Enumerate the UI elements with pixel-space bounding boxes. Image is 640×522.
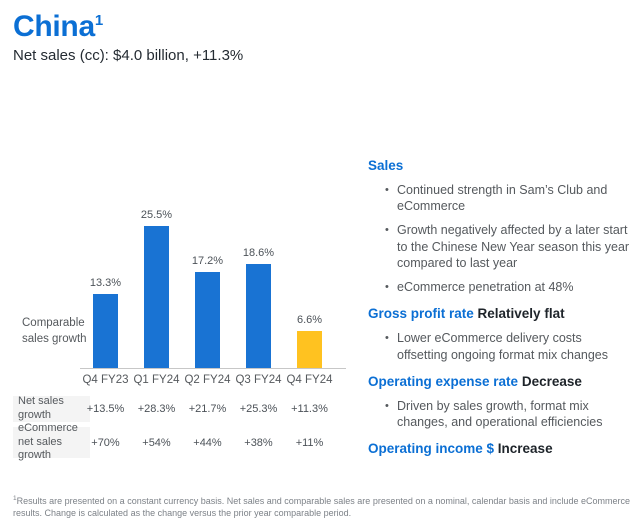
bullet-icon: •: [385, 281, 389, 294]
highlight-bullet-item: • Driven by sales growth, format mix chan…: [368, 398, 634, 431]
table-cell: +38%: [244, 436, 273, 449]
footnote: 1Results are presented on a constant cur…: [13, 495, 631, 519]
highlight-heading: Sales: [368, 158, 634, 175]
table-row-cells: +13.5% +28.3% +21.7% +25.3% +11.3%: [80, 396, 335, 422]
table-cell: +11.3%: [291, 403, 328, 415]
page-title: China1: [13, 10, 243, 44]
bullet-text: Continued strength in Sam’s Club and eCo…: [397, 182, 608, 214]
highlight-heading: Gross profit rate Relatively flat: [368, 306, 634, 323]
highlight-bullet-item: • Lower eCommerce delivery costs offsetti…: [368, 330, 634, 363]
x-axis-tick-label: Q1 FY24: [133, 374, 180, 386]
table-cell: +70%: [91, 436, 120, 449]
chart-column: 6.6%: [284, 176, 335, 368]
table-row-label: eCommerce net sales growth: [13, 422, 90, 461]
table-cell: +11%: [295, 436, 324, 449]
bar-value-label: 6.6%: [296, 314, 323, 326]
bar: [195, 272, 220, 368]
footnote-text: Results are presented on a constant curr…: [13, 496, 630, 518]
bar-value-label: 25.5%: [140, 209, 173, 221]
x-axis-tick-label: Q4 FY23: [82, 374, 129, 386]
table-cell: +28.3%: [137, 403, 176, 415]
highlight-bullet-item: • Continued strength in Sam’s Club and eC…: [368, 182, 634, 215]
bar: [144, 226, 169, 368]
highlight-heading: Operating expense rate Decrease: [368, 374, 634, 391]
bullet-text: Driven by sales growth, format mix chang…: [397, 398, 603, 429]
highlight-heading-text: Sales: [368, 158, 404, 173]
page-title-text: China: [13, 10, 95, 43]
highlight-section: Operating expense rate Decrease • Driven b…: [368, 374, 634, 430]
highlight-heading-suffix: Relatively flat: [473, 306, 565, 322]
highlight-heading-suffix: Increase: [494, 441, 553, 457]
header: China1 Net sales (cc): $4.0 billion, +11…: [13, 10, 243, 64]
highlights-panel: Sales • Continued strength in Sam’s Club a…: [368, 158, 634, 469]
highlight-heading-text: Operating income $: [368, 441, 495, 457]
title-footnote-ref: 1: [94, 12, 103, 29]
highlight-heading-text: Operating expense rate: [368, 373, 519, 389]
table-row-label: Net sales growth: [13, 395, 90, 422]
bar: [297, 331, 322, 368]
table-cell: +13.5%: [86, 403, 125, 415]
x-axis-tick-label: Q3 FY24: [235, 374, 282, 386]
bar: [93, 294, 118, 368]
metrics-table: Net sales growth +13.5% +28.3% +21.7% +25.3%…: [13, 395, 335, 463]
highlight-bullet-item: • Growth negatively affected by a later s…: [368, 222, 634, 271]
bullet-icon: •: [385, 399, 389, 412]
page-subtitle: Net sales (cc): $4.0 billion, +11.3%: [13, 47, 244, 64]
highlight-heading: Operating income $ Increase: [368, 441, 634, 458]
bullet-text: Lower eCommerce delivery costs offsettin…: [397, 331, 609, 362]
x-axis-tick-label: Q4 FY24: [286, 374, 333, 386]
highlight-heading-suffix: Decrease: [518, 373, 582, 389]
x-axis-tick-label: Q2 FY24: [184, 374, 231, 386]
table-row-cells: +70% +54% +44% +38% +11%: [80, 427, 335, 458]
chart-column: 18.6%: [233, 176, 284, 368]
highlight-bullet-list: • Continued strength in Sam’s Club and eC…: [368, 182, 634, 296]
bar: [246, 264, 271, 368]
highlight-section: Sales • Continued strength in Sam’s Club a…: [368, 158, 634, 295]
bar-value-label: 17.2%: [191, 255, 224, 267]
footnote-superscript: 1: [13, 495, 17, 502]
chart-column: 17.2%: [182, 176, 233, 368]
highlight-bullet-item: • eCommerce penetration at 48%: [368, 279, 634, 295]
bullet-icon: •: [385, 183, 389, 196]
highlight-heading-text: Gross profit rate: [368, 306, 474, 322]
chart-plot: 13.3% 25.5% 17.2% 18.6% 6.6%: [80, 176, 335, 368]
bullet-icon: •: [385, 332, 389, 345]
highlight-bullet-list: • Driven by sales growth, format mix chan…: [368, 398, 634, 431]
highlight-section: Gross profit rate Relatively flat • Lower …: [368, 306, 634, 362]
table-row: Net sales growth +13.5% +28.3% +21.7% +25.3%…: [13, 395, 335, 422]
highlight-bullet-list: • Lower eCommerce delivery costs offsetti…: [368, 330, 634, 363]
chart-axis-label: Comparable sales growth: [22, 317, 87, 345]
chart-column: 13.3%: [80, 176, 131, 368]
chart-column: 25.5%: [131, 176, 182, 368]
bar-value-label: 13.3%: [89, 277, 122, 289]
chart-x-axis-labels: Q4 FY23 Q1 FY24 Q2 FY24 Q3 FY24 Q4 FY24: [80, 374, 335, 386]
highlight-section: Operating income $ Increase: [368, 441, 634, 458]
table-cell: +54%: [142, 436, 171, 449]
bar-value-label: 18.6%: [242, 247, 275, 259]
bullet-text: eCommerce penetration at 48%: [397, 280, 574, 295]
bullet-icon: •: [385, 224, 389, 237]
table-cell: +44%: [193, 436, 222, 449]
table-cell: +25.3%: [239, 403, 278, 415]
table-cell: +21.7%: [188, 403, 227, 415]
bullet-text: Growth negatively affected by a later st…: [397, 223, 630, 270]
table-row: eCommerce net sales growth +70% +54% +44% +3…: [13, 422, 335, 461]
chart-axis-line: [80, 368, 346, 369]
